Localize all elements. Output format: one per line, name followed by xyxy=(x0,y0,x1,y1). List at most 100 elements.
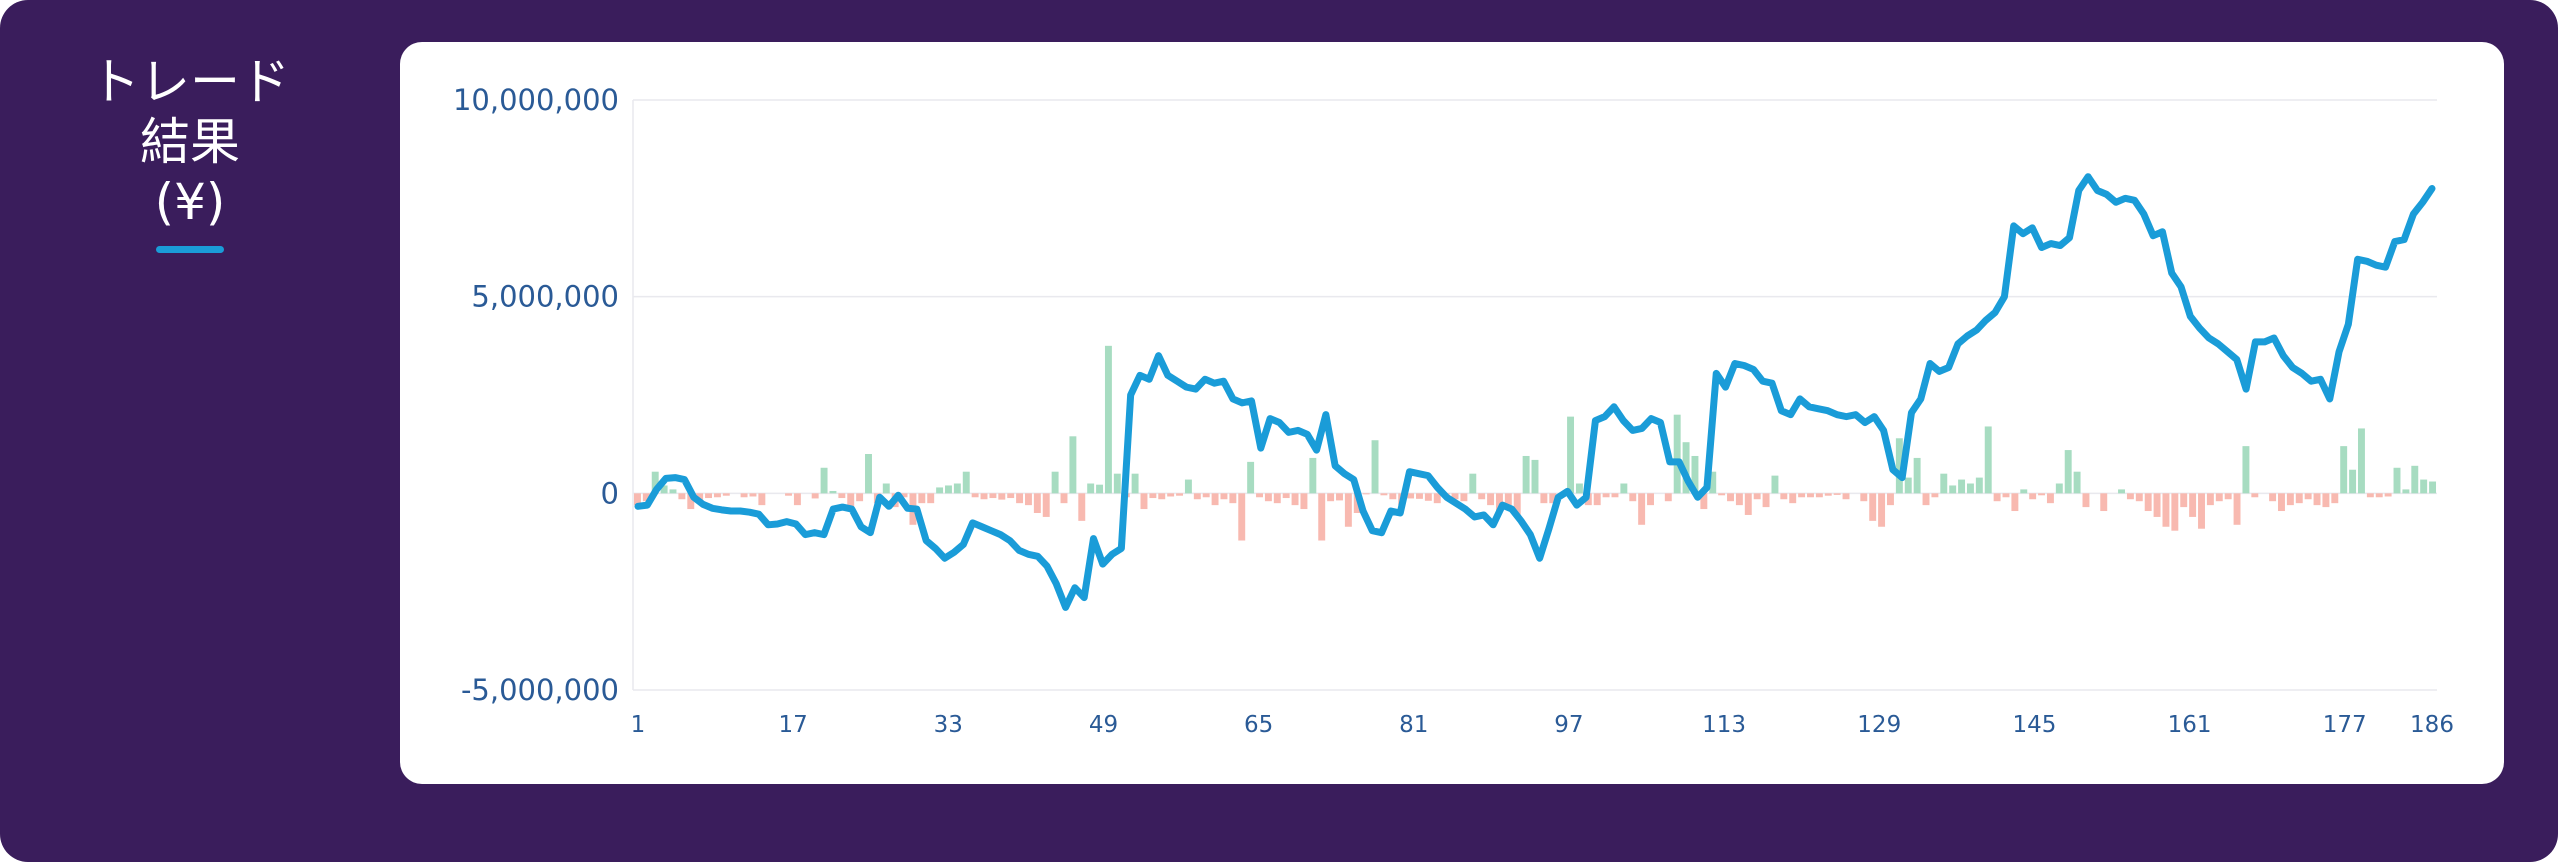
bar xyxy=(1567,416,1575,494)
bar xyxy=(2082,493,2090,508)
bar xyxy=(1238,493,1246,541)
bar xyxy=(2295,493,2303,504)
bar xyxy=(2242,446,2250,494)
bar xyxy=(1318,493,1326,541)
x-tick-label: 17 xyxy=(779,712,808,738)
title-line-3: (¥) xyxy=(154,173,226,231)
bar xyxy=(1327,493,1335,502)
bar xyxy=(1087,483,1095,494)
title-line-2: 結果 xyxy=(140,113,240,171)
bar xyxy=(1789,493,1797,504)
y-tick-label: 5,000,000 xyxy=(471,280,619,314)
bar xyxy=(1895,438,1903,494)
bar xyxy=(1113,473,1121,494)
bar xyxy=(740,493,748,498)
bar xyxy=(1531,459,1539,494)
bar xyxy=(1042,493,1050,517)
bar xyxy=(1771,475,1779,494)
x-tick-label: 177 xyxy=(2323,712,2367,738)
bar xyxy=(1993,493,2001,502)
y-tick-label: -5,000,000 xyxy=(461,673,619,707)
chart-panel: 10,000,000 5,000,000 0 -5,000,000 1 17 33 49 65… xyxy=(400,42,2504,784)
bar xyxy=(2038,493,2046,496)
bar xyxy=(1478,493,1486,500)
bar xyxy=(2429,481,2437,494)
bar xyxy=(918,493,926,504)
bar xyxy=(1380,493,1388,496)
bar xyxy=(1104,345,1112,494)
bar xyxy=(1629,493,1637,502)
bar xyxy=(1735,493,1743,506)
bar xyxy=(1878,493,1886,527)
bar xyxy=(1931,493,1939,498)
bar xyxy=(2144,493,2152,512)
bar xyxy=(1753,493,1761,500)
bar xyxy=(1922,493,1930,506)
bar xyxy=(936,487,944,494)
bar xyxy=(1096,484,1104,494)
bar xyxy=(1424,493,1432,501)
bar xyxy=(2073,471,2081,494)
bar xyxy=(971,493,979,498)
bar xyxy=(1460,493,1468,502)
x-tick-label: 113 xyxy=(1702,712,1746,738)
bar xyxy=(2224,493,2232,500)
bar xyxy=(882,483,890,494)
bar xyxy=(758,493,766,506)
x-tick-label: 33 xyxy=(934,712,963,738)
bar xyxy=(1602,493,1610,498)
bar xyxy=(847,493,855,510)
bar xyxy=(1007,493,1015,499)
x-tick-label: 1 xyxy=(631,712,646,738)
bar xyxy=(856,493,864,502)
bar xyxy=(2180,493,2188,508)
bar xyxy=(1060,493,1068,504)
bar-series xyxy=(633,345,2437,541)
bar xyxy=(2331,493,2339,504)
bar xyxy=(865,454,872,494)
bar xyxy=(1744,493,1752,515)
x-tick-label: 97 xyxy=(1554,712,1583,738)
bar xyxy=(980,493,988,500)
bar xyxy=(1078,493,1086,521)
bar xyxy=(749,493,757,497)
bar xyxy=(2411,465,2419,494)
bar xyxy=(1798,493,1806,498)
bar xyxy=(2206,493,2214,506)
x-tick-label: 49 xyxy=(1089,712,1118,738)
bar xyxy=(2322,493,2330,508)
bar xyxy=(660,485,668,494)
bar xyxy=(1727,493,1734,502)
bar xyxy=(2269,493,2277,502)
bar xyxy=(1176,493,1183,496)
trade-results-chart: 10,000,000 5,000,000 0 -5,000,000 1 17 33 49 65… xyxy=(453,83,2454,738)
bar xyxy=(2393,467,2401,494)
bar xyxy=(2046,493,2054,504)
bar xyxy=(1549,493,1557,504)
bar xyxy=(1389,493,1397,500)
bar xyxy=(1309,457,1317,494)
bar xyxy=(713,493,721,498)
bar xyxy=(1842,493,1850,500)
bar xyxy=(1193,493,1201,500)
bar xyxy=(1620,483,1628,494)
x-tick-label: 186 xyxy=(2410,712,2454,738)
bar xyxy=(1220,493,1228,500)
bar xyxy=(2340,446,2348,494)
bar xyxy=(1815,493,1823,498)
bar xyxy=(1024,493,1032,506)
bar xyxy=(1975,477,1983,494)
bar xyxy=(678,493,686,500)
bar xyxy=(1664,493,1672,502)
bar xyxy=(2189,493,2197,517)
bar xyxy=(2055,483,2063,494)
x-axis-ticks: 1 17 33 49 65 81 97 113 129 145 161 177 186 xyxy=(631,712,2454,738)
bar xyxy=(1229,493,1237,504)
bar xyxy=(2233,493,2241,525)
bar xyxy=(705,493,712,499)
bar xyxy=(1540,493,1548,504)
y-tick-label: 10,000,000 xyxy=(453,83,619,117)
bar xyxy=(1691,455,1699,494)
bar xyxy=(1264,493,1272,502)
title-line-1: トレード xyxy=(90,53,290,111)
